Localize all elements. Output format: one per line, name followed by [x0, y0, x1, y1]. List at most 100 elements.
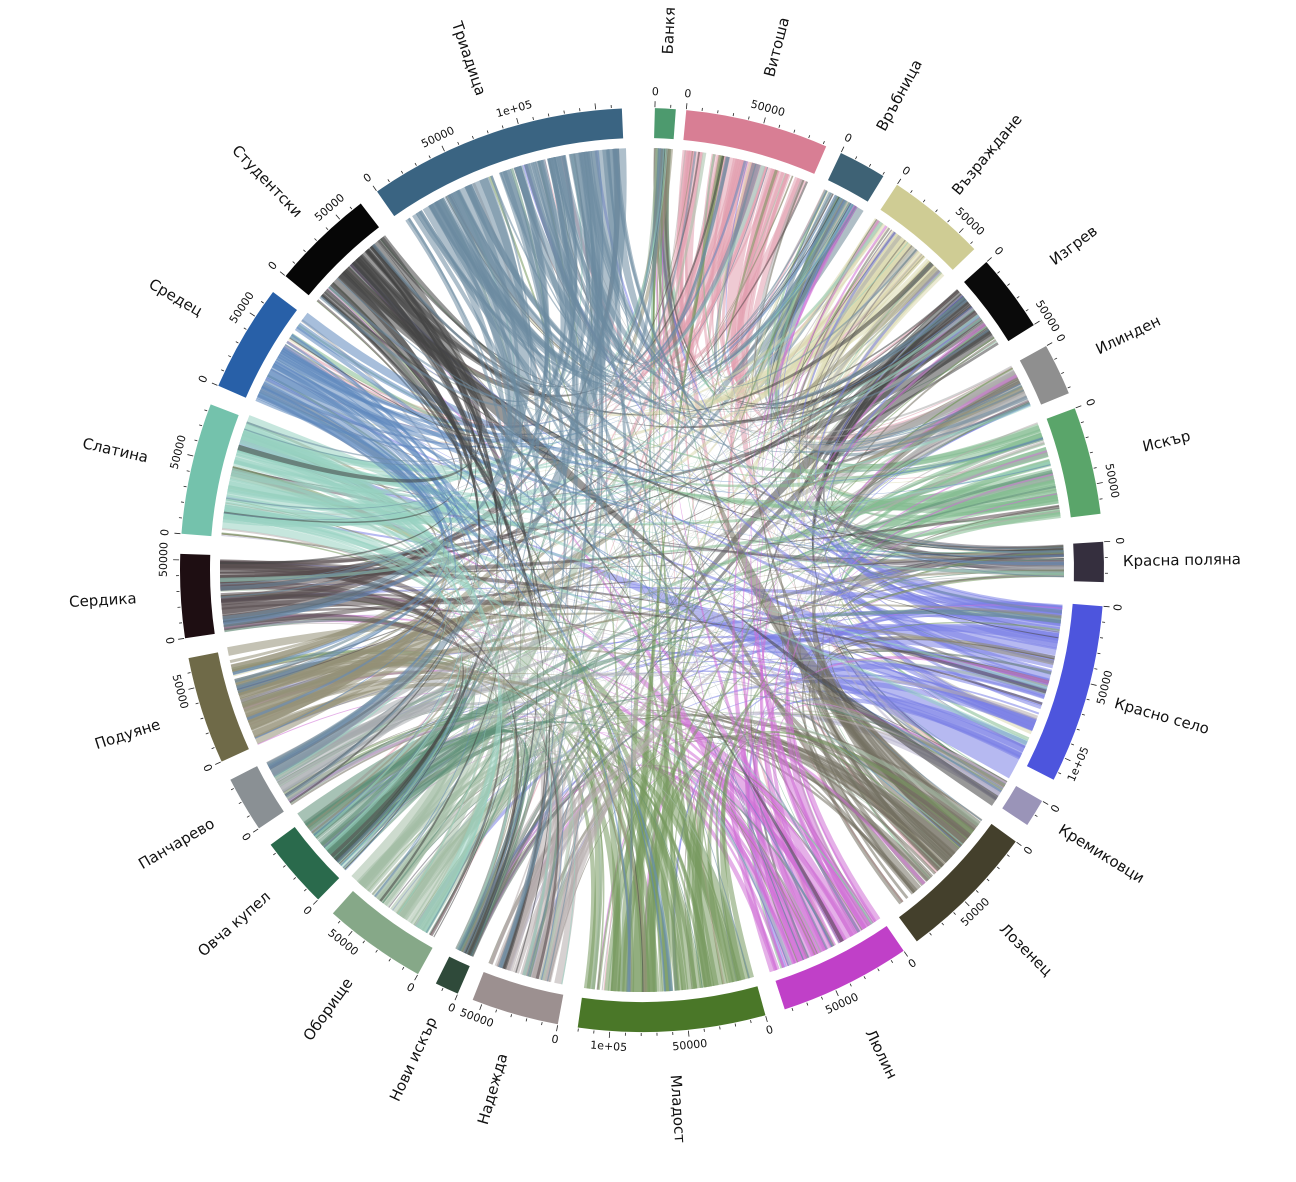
sector-arc	[472, 971, 564, 1025]
chord-ribbon	[755, 201, 902, 396]
tick-label: 0	[550, 1032, 559, 1046]
chord-ribbon	[821, 648, 1050, 843]
tick-mark	[750, 1020, 752, 1024]
tick-mark	[532, 116, 534, 120]
tick-mark	[1070, 743, 1075, 746]
tick-mark	[211, 382, 218, 386]
tick-mark	[734, 1023, 737, 1027]
tick-mark	[221, 369, 225, 372]
tick-mark	[260, 301, 264, 304]
tick-mark	[1016, 296, 1020, 299]
sector-label: Надежда	[474, 1051, 511, 1126]
chord-ribbon	[524, 151, 697, 365]
tick-mark	[541, 1022, 543, 1026]
tick-mark	[428, 155, 431, 159]
sector-label: Банкя	[659, 7, 679, 55]
tick-mark	[903, 951, 908, 957]
tick-label: 0	[446, 1001, 458, 1016]
chord-ribbon	[397, 756, 751, 979]
tick-label: 0	[200, 762, 215, 774]
sector-label: Искър	[1141, 427, 1193, 456]
chord-ribbon	[721, 734, 960, 979]
tick-label: 0	[992, 244, 1006, 258]
tick-mark	[387, 179, 390, 183]
tick-mark	[188, 687, 195, 690]
tick-mark	[362, 940, 365, 944]
tick-label: 0	[239, 830, 254, 843]
tick-mark	[414, 974, 418, 981]
tick-mark	[187, 454, 194, 457]
sector-arc	[179, 553, 215, 639]
tick-mark	[401, 966, 405, 970]
tick-mark	[199, 424, 203, 427]
tick-mark	[964, 901, 970, 907]
tick-mark	[303, 888, 307, 892]
tick-label: 1e+05	[1065, 745, 1092, 784]
tick-label: 0	[266, 259, 280, 273]
tick-mark	[941, 922, 945, 926]
tick-mark	[997, 271, 1001, 274]
chord-ribbon	[289, 334, 480, 866]
tick-mark	[1061, 371, 1065, 374]
tick-mark	[821, 996, 823, 1000]
tick-label: 1e+05	[495, 98, 534, 120]
tick-mark	[1093, 467, 1097, 469]
tick-mark	[279, 271, 285, 276]
tick-mark	[375, 949, 378, 953]
tick-mark	[471, 135, 474, 139]
tick-label: 1e+05	[590, 1039, 628, 1055]
tick-label: 0	[1048, 802, 1063, 815]
tick-mark	[594, 103, 597, 110]
chord-ribbon	[514, 165, 1031, 453]
tick-label: 0	[158, 528, 172, 536]
tick-label: 50000	[1033, 298, 1063, 335]
sector-label: Нови искър	[386, 1014, 441, 1104]
tick-mark	[230, 788, 234, 791]
tick-mark	[882, 171, 885, 175]
tick-mark	[863, 976, 866, 980]
tick-mark	[495, 1009, 498, 1013]
chord-ribbon	[321, 222, 886, 418]
tick-label: 0	[900, 164, 913, 179]
chord-ribbon	[766, 189, 1041, 469]
chord-ribbon	[310, 729, 563, 980]
sector-arc	[683, 110, 827, 174]
chord-ribbon	[847, 433, 1064, 555]
tick-mark	[748, 116, 750, 120]
tick-mark	[719, 1026, 721, 1030]
tick-mark	[282, 865, 286, 868]
tick-mark	[732, 113, 735, 117]
sector-arc	[1002, 786, 1043, 825]
sector-label: Кремиковци	[1055, 820, 1147, 887]
sector-label: Сердика	[69, 589, 138, 611]
sector-label: Студентски	[228, 141, 306, 221]
tick-mark	[337, 920, 341, 924]
tick-label: 50000	[157, 542, 171, 577]
tick-mark	[228, 355, 232, 358]
tick-mark	[1054, 357, 1058, 360]
tick-label: 50000	[169, 673, 190, 710]
sector-label: Красна поляна	[1123, 550, 1241, 570]
sector-arc	[181, 404, 239, 537]
tick-mark	[1094, 668, 1098, 670]
sector-label: Младост	[667, 1074, 689, 1144]
tick-mark	[996, 866, 1000, 870]
chord-ribbon	[278, 703, 503, 926]
tick-mark	[1076, 728, 1080, 731]
tick-mark	[935, 209, 938, 213]
tick-mark	[246, 815, 250, 818]
tick-label: 50000	[168, 434, 189, 471]
tick-mark	[808, 135, 811, 139]
tick-label: 0	[764, 1023, 774, 1037]
sector-arc	[1026, 603, 1103, 780]
chord-ribbon	[237, 439, 1028, 779]
chord-ribbon	[651, 148, 664, 992]
tick-mark	[510, 1014, 513, 1018]
tick-mark	[855, 156, 858, 160]
tick-label: 50000	[1094, 669, 1115, 706]
chord-ribbon	[319, 159, 567, 407]
tick-mark	[516, 117, 519, 124]
tick-mark	[1025, 309, 1029, 312]
tick-mark	[791, 1007, 794, 1012]
sector-label: Овча купел	[194, 888, 274, 961]
